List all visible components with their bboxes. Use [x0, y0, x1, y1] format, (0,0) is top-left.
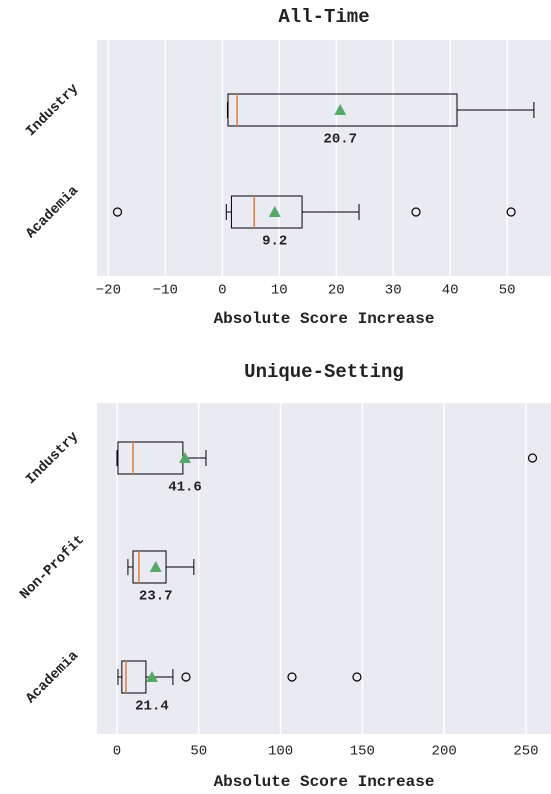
x-tick-label: 250	[513, 744, 538, 760]
outlier	[411, 207, 421, 217]
mean-label: 21.4	[135, 699, 169, 715]
x-axis-label: Absolute Score Increase	[214, 310, 435, 328]
category-label: Industry	[23, 429, 82, 488]
plot-area	[97, 403, 551, 734]
x-tick-label: 50	[499, 283, 516, 299]
category-label: Academia	[23, 183, 82, 242]
box	[227, 93, 458, 127]
chart-title: All-Time	[278, 6, 369, 28]
mean-label: 23.7	[139, 589, 173, 605]
box	[121, 660, 147, 694]
x-tick-label: 50	[190, 744, 207, 760]
outlier	[527, 453, 538, 463]
x-tick-label: −20	[96, 283, 121, 299]
box	[132, 550, 167, 584]
category-label: Academia	[23, 648, 82, 707]
x-tick-label: 150	[350, 744, 375, 760]
plot-area	[97, 40, 551, 276]
x-tick-label: −10	[153, 283, 178, 299]
x-tick-label: 30	[385, 283, 402, 299]
x-tick-label: 100	[268, 744, 293, 760]
x-axis-label: Absolute Score Increase	[214, 773, 435, 791]
mean-label: 20.7	[323, 132, 357, 148]
x-tick-label: 0	[218, 283, 226, 299]
outlier	[506, 207, 516, 217]
mean-marker	[149, 561, 162, 572]
x-tick-label: 0	[113, 744, 121, 760]
mean-label: 9.2	[262, 234, 287, 250]
mean-label: 41.6	[168, 480, 202, 496]
outlier	[287, 672, 297, 682]
category-label: Industry	[23, 81, 82, 140]
mean-marker	[334, 104, 347, 115]
x-tick-label: 200	[432, 744, 457, 760]
mean-marker	[268, 206, 281, 217]
category-label: Non-Profit	[17, 532, 88, 603]
box	[230, 195, 303, 229]
mean-marker	[179, 452, 192, 463]
x-tick-label: 40	[442, 283, 459, 299]
outlier	[181, 672, 191, 682]
x-tick-label: 20	[328, 283, 345, 299]
x-tick-label: 10	[271, 283, 288, 299]
mean-marker	[145, 671, 158, 682]
outlier	[352, 672, 362, 682]
chart-title: Unique-Setting	[244, 361, 404, 383]
outlier	[112, 207, 123, 217]
